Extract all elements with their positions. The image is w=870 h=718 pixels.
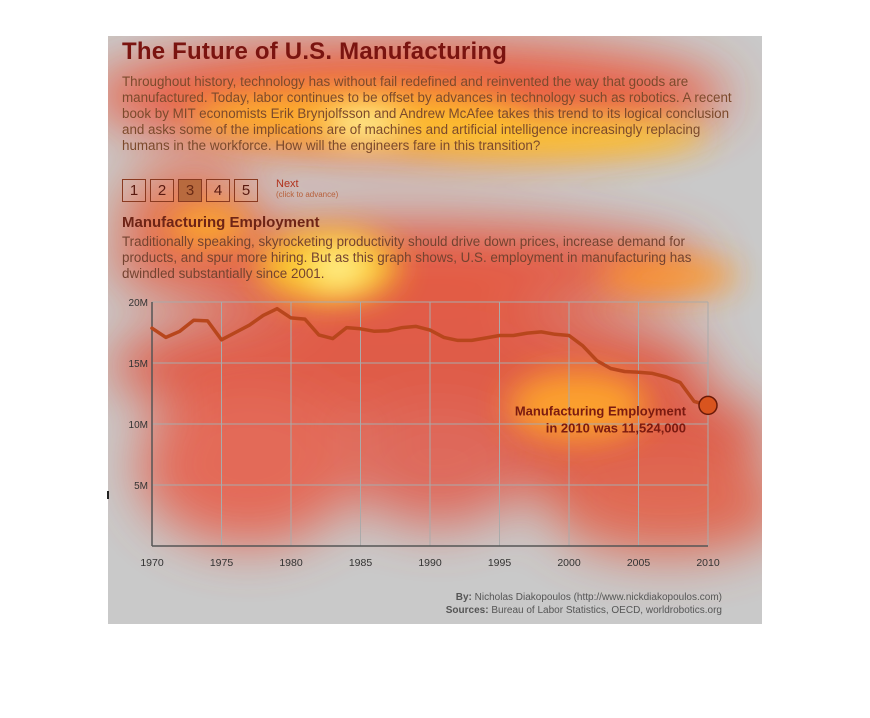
page-button-2[interactable]: 2 [150, 179, 174, 202]
highlight-point [698, 395, 718, 416]
x-tick-label: 1990 [418, 557, 442, 569]
y-tick-label: 20M [129, 298, 148, 309]
section-paragraph: Traditionally speaking, skyrocketing pro… [122, 234, 692, 281]
y-tick-label: 5M [134, 481, 148, 492]
y-tick-label: 15M [129, 359, 148, 370]
employment-line-chart: 1970 1975 1980 1985 1990 1995 2000 2005 2010 5M 10… [129, 298, 720, 569]
page-button-1[interactable]: 1 [122, 179, 146, 202]
next-hint: (click to advance) [276, 190, 339, 199]
y-tick-label: 10M [129, 420, 148, 431]
chart-axes [151, 302, 708, 547]
annotation-line: in 2010 was 11,524,000 [546, 420, 686, 435]
intro-paragraph: Throughout history, technology has witho… [122, 74, 732, 153]
chart-tick-labels: 1970 1975 1980 1985 1990 1995 2000 2005 2010 5M 10… [129, 298, 720, 569]
page-button-5[interactable]: 5 [234, 179, 258, 202]
x-tick-label: 1995 [488, 557, 512, 569]
x-tick-label: 2005 [627, 557, 651, 569]
credit-sources-text: Bureau of Labor Statistics, OECD, worldr… [491, 605, 722, 616]
section-title: Manufacturing Employment [122, 214, 320, 231]
x-tick-label: 2000 [557, 557, 581, 569]
series-line [150, 306, 710, 408]
credit-sources: Sources: Bureau of Labor Statistics, OEC… [446, 605, 722, 616]
x-tick-label: 1985 [349, 557, 373, 569]
credit-sources-label: Sources: [445, 605, 489, 616]
x-tick-label: 1980 [279, 557, 303, 569]
page-button-4[interactable]: 4 [206, 179, 230, 202]
next-link[interactable]: Next [276, 178, 299, 190]
x-tick-label: 2010 [696, 557, 720, 569]
credit-by-text: Nicholas Diakopoulos (http://www.nickdia… [474, 592, 722, 603]
chart-grid [152, 301, 709, 546]
x-tick-label: 1975 [210, 557, 234, 569]
x-tick-label: 1970 [140, 557, 164, 569]
infographic-panel: The Future of U.S. Manufacturing Through… [108, 36, 762, 624]
credit-byline: By: Nicholas Diakopoulos (http://www.nic… [456, 592, 722, 603]
cursor-mark [107, 491, 109, 499]
page-title: The Future of U.S. Manufacturing [122, 38, 508, 65]
credit-by-label: By: [455, 592, 472, 603]
chart-series [150, 306, 718, 416]
annotation-line: Manufacturing Employment [515, 403, 687, 418]
page-button-3[interactable]: 3 [178, 179, 202, 202]
chart-annotation: Manufacturing Employment in 2010 was 11,5… [515, 403, 687, 435]
